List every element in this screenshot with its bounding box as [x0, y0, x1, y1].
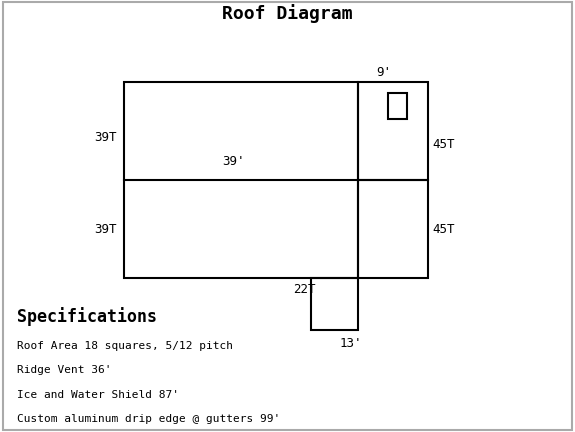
- Bar: [311, 278, 358, 330]
- Text: Ice and Water Shield 87': Ice and Water Shield 87': [17, 390, 179, 400]
- Text: Ridge Vent 36': Ridge Vent 36': [17, 365, 112, 375]
- Text: Roof Area 18 squares, 5/12 pitch: Roof Area 18 squares, 5/12 pitch: [17, 341, 233, 351]
- Bar: [358, 180, 428, 278]
- Text: 45T: 45T: [432, 222, 455, 235]
- Bar: [124, 82, 358, 278]
- Text: 39T: 39T: [94, 222, 117, 235]
- Text: 13': 13': [339, 337, 362, 350]
- Text: 22T: 22T: [293, 283, 316, 296]
- Text: 45T: 45T: [432, 138, 455, 151]
- Text: 9': 9': [376, 66, 391, 79]
- Bar: [358, 82, 428, 180]
- Text: Custom aluminum drip edge @ gutters 99': Custom aluminum drip edge @ gutters 99': [17, 414, 281, 424]
- Bar: [388, 93, 407, 119]
- Title: Roof Diagram: Roof Diagram: [223, 4, 352, 23]
- Text: 39': 39': [223, 155, 245, 168]
- Text: Specifications: Specifications: [17, 307, 157, 326]
- Text: 39T: 39T: [94, 131, 117, 144]
